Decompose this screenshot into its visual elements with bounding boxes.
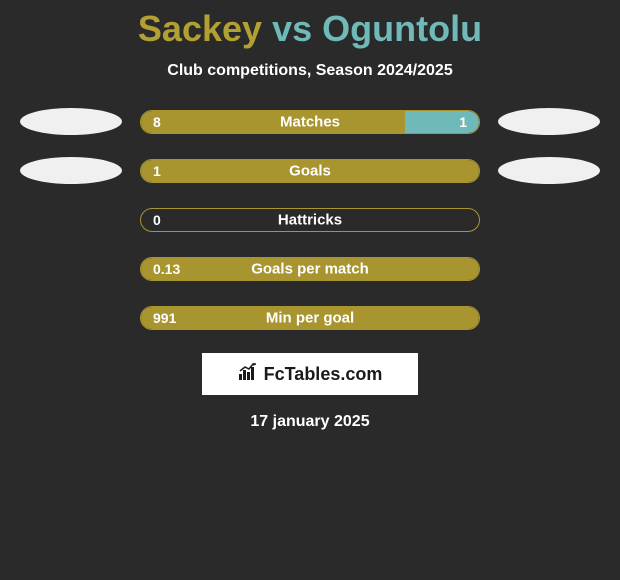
stat-row: 8 1 Matches <box>0 108 620 135</box>
subtitle: Club competitions, Season 2024/2025 <box>0 62 620 80</box>
player1-name: Sackey <box>138 8 262 49</box>
stat-left-value: 8 <box>153 114 161 130</box>
stat-left-value: 991 <box>153 310 176 326</box>
stat-label: Hattricks <box>278 211 342 228</box>
avatar-spacer <box>20 255 122 282</box>
avatar-spacer <box>20 206 122 233</box>
brand-text: FcTables.com <box>264 364 383 385</box>
stat-label: Goals per match <box>251 260 369 277</box>
avatar-spacer <box>498 304 600 331</box>
stat-right-value: 1 <box>459 114 467 130</box>
player2-name: Oguntolu <box>322 8 482 49</box>
stat-left-value: 0.13 <box>153 261 180 277</box>
bar-track: 0.13 Goals per match <box>140 257 480 281</box>
bar-track: 1 Goals <box>140 159 480 183</box>
stat-row: 0 Hattricks <box>0 206 620 233</box>
bar-left <box>141 111 405 133</box>
player2-avatar <box>498 157 600 184</box>
stat-left-value: 0 <box>153 212 161 228</box>
stat-row: 0.13 Goals per match <box>0 255 620 282</box>
stat-row: 1 Goals <box>0 157 620 184</box>
stat-left-value: 1 <box>153 163 161 179</box>
chart-icon <box>238 363 258 386</box>
stat-label: Min per goal <box>266 309 354 326</box>
bar-track: 991 Min per goal <box>140 306 480 330</box>
bar-right <box>405 111 479 133</box>
player1-avatar <box>20 108 122 135</box>
comparison-chart: 8 1 Matches 1 Goals 0 Hattricks 0.13 Goals per m… <box>0 108 620 331</box>
player2-avatar <box>498 108 600 135</box>
vs-word: vs <box>272 8 312 49</box>
avatar-spacer <box>498 206 600 233</box>
avatar-spacer <box>20 304 122 331</box>
date-label: 17 january 2025 <box>0 413 620 431</box>
bar-track: 8 1 Matches <box>140 110 480 134</box>
player1-avatar <box>20 157 122 184</box>
avatar-spacer <box>498 255 600 282</box>
stat-label: Goals <box>289 162 331 179</box>
stat-row: 991 Min per goal <box>0 304 620 331</box>
brand-box[interactable]: FcTables.com <box>202 353 418 395</box>
stat-label: Matches <box>280 113 340 130</box>
bar-track: 0 Hattricks <box>140 208 480 232</box>
page-title: Sackey vs Oguntolu <box>0 0 620 50</box>
